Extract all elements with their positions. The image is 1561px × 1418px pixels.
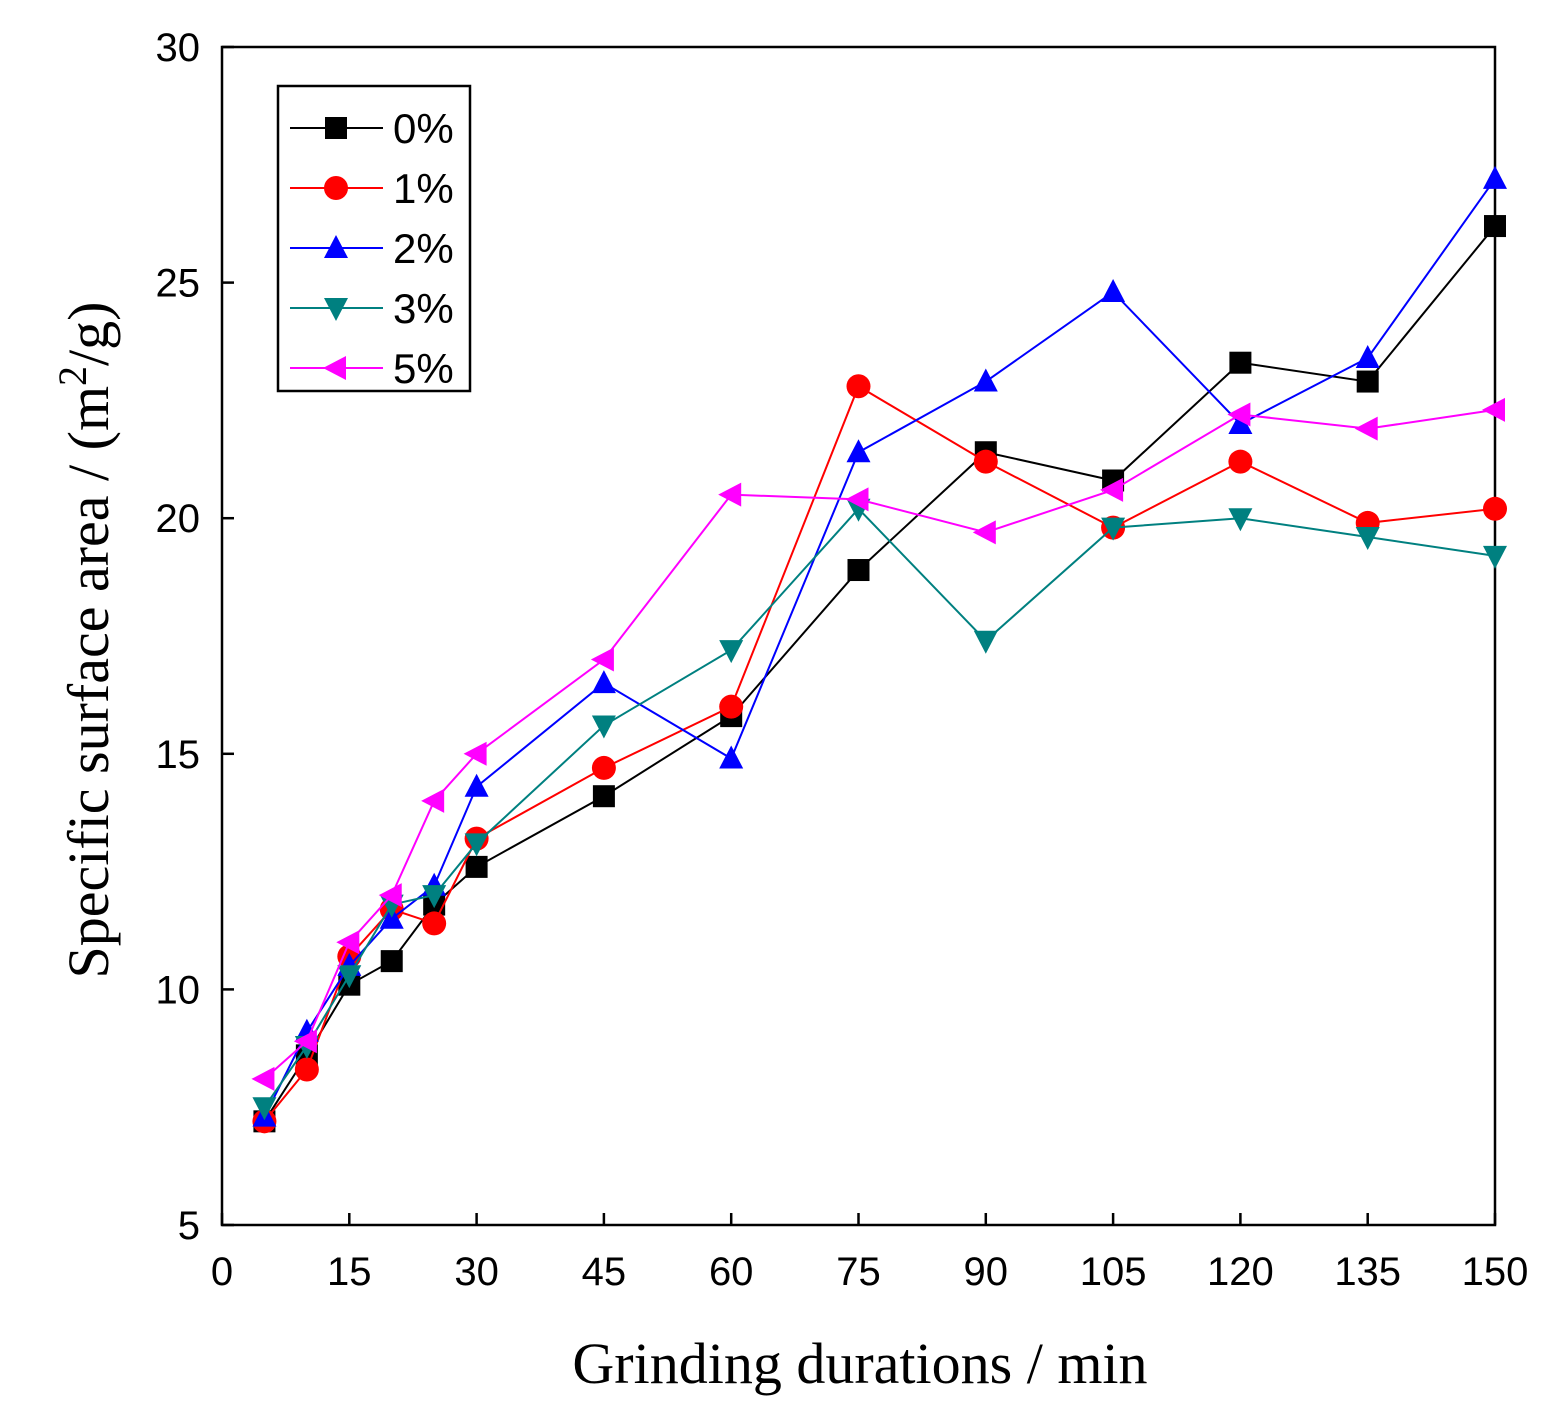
x-tick-label: 45 — [582, 1250, 627, 1294]
data-point — [294, 1057, 319, 1082]
data-point — [465, 855, 488, 878]
legend-label: 5% — [393, 345, 454, 392]
data-point — [293, 1029, 317, 1054]
x-tick-label: 0 — [211, 1250, 233, 1294]
data-point — [464, 833, 489, 857]
legend-item: 0% — [290, 105, 454, 152]
x-tick-label: 90 — [964, 1250, 1009, 1294]
y-tick-label: 15 — [156, 733, 201, 777]
data-point — [378, 883, 402, 908]
y-tick-label: 20 — [156, 497, 201, 541]
data-point — [252, 1097, 277, 1121]
data-point — [973, 368, 998, 392]
data-point — [972, 520, 996, 545]
legend-item: 3% — [290, 285, 454, 332]
data-point — [719, 640, 744, 664]
data-point — [1355, 527, 1380, 551]
data-point — [973, 630, 998, 654]
data-point — [847, 559, 870, 582]
data-point — [1354, 416, 1378, 441]
legend-label: 2% — [393, 225, 454, 272]
legend-label: 1% — [393, 165, 454, 212]
data-point — [718, 482, 742, 507]
data-point — [592, 785, 615, 808]
ticks-layer: 0 15 30 45 60 75 90 105 120 135 150 5 10 15 20 25 30 — [156, 26, 1529, 1294]
data-point — [1101, 517, 1126, 541]
x-tick-label: 105 — [1080, 1250, 1147, 1294]
series-line — [263, 507, 1496, 1108]
data-point — [1355, 344, 1380, 368]
x-tick-label: 150 — [1462, 1250, 1529, 1294]
data-point — [845, 487, 869, 512]
x-tick-label: 135 — [1334, 1250, 1401, 1294]
x-axis-title: Grinding durations / min — [572, 1331, 1147, 1396]
legend-item: 5% — [290, 345, 454, 392]
data-point — [591, 715, 616, 739]
data-point — [463, 741, 487, 766]
y-axis-title-prefix: Specific surface area / (m — [56, 386, 121, 979]
data-point — [591, 670, 616, 694]
data-point — [591, 755, 616, 780]
x-tick-label: 120 — [1207, 1250, 1274, 1294]
data-point — [1100, 477, 1124, 502]
data-point — [1484, 215, 1506, 238]
legend-item: 1% — [290, 165, 454, 212]
y-tick-label: 30 — [156, 26, 201, 70]
data-point — [719, 694, 744, 719]
data-point — [846, 439, 871, 463]
data-point — [1228, 410, 1253, 434]
data-point — [422, 885, 447, 909]
data-point — [1483, 496, 1507, 521]
data-point — [1356, 370, 1379, 393]
legend-box — [276, 84, 472, 393]
data-point — [590, 647, 614, 672]
y-tick-label: 25 — [156, 262, 201, 306]
data-point — [1228, 449, 1253, 474]
legend-label: 3% — [393, 285, 454, 332]
y-tick-label: 10 — [156, 968, 201, 1012]
x-tick-label: 30 — [454, 1250, 499, 1294]
data-point — [380, 950, 403, 973]
data-point — [1228, 508, 1253, 532]
data-point — [1101, 279, 1126, 303]
series-1 — [252, 374, 1507, 1134]
legend-marker — [324, 176, 348, 200]
data-point — [846, 374, 871, 399]
legend-marker — [325, 117, 347, 139]
data-point — [337, 965, 362, 989]
legend-marker — [323, 356, 346, 380]
y-axis-title: Specific surface area / (m2/g) — [50, 302, 121, 979]
y-axis-title-superscript: 2 — [50, 366, 95, 386]
x-tick-label: 15 — [327, 1250, 372, 1294]
y-axis-title-suffix: /g) — [56, 302, 121, 366]
data-point — [719, 745, 744, 769]
legend-label: 0% — [393, 105, 454, 152]
data-point — [1229, 351, 1252, 374]
legend-marker — [324, 298, 348, 321]
data-point — [1482, 397, 1505, 422]
series-line — [263, 178, 1496, 1118]
series-layer — [251, 165, 1507, 1134]
series-4 — [251, 397, 1505, 1091]
data-point — [1483, 545, 1507, 569]
legend-item: 2% — [290, 225, 454, 272]
data-point — [973, 449, 998, 474]
data-point — [336, 930, 360, 955]
data-point — [422, 911, 447, 936]
series-line — [263, 384, 1496, 1122]
data-point — [1483, 165, 1507, 189]
y-tick-label: 5 — [178, 1204, 200, 1248]
data-point — [464, 773, 489, 797]
data-point — [421, 788, 445, 813]
data-point — [251, 1066, 275, 1091]
x-tick-label: 75 — [836, 1250, 881, 1294]
x-tick-label: 60 — [709, 1250, 754, 1294]
legend: 0% 1% 2% 3% 5% — [276, 84, 472, 393]
legend-marker — [324, 235, 348, 258]
series-line — [263, 408, 1496, 1080]
data-point — [1227, 402, 1251, 427]
